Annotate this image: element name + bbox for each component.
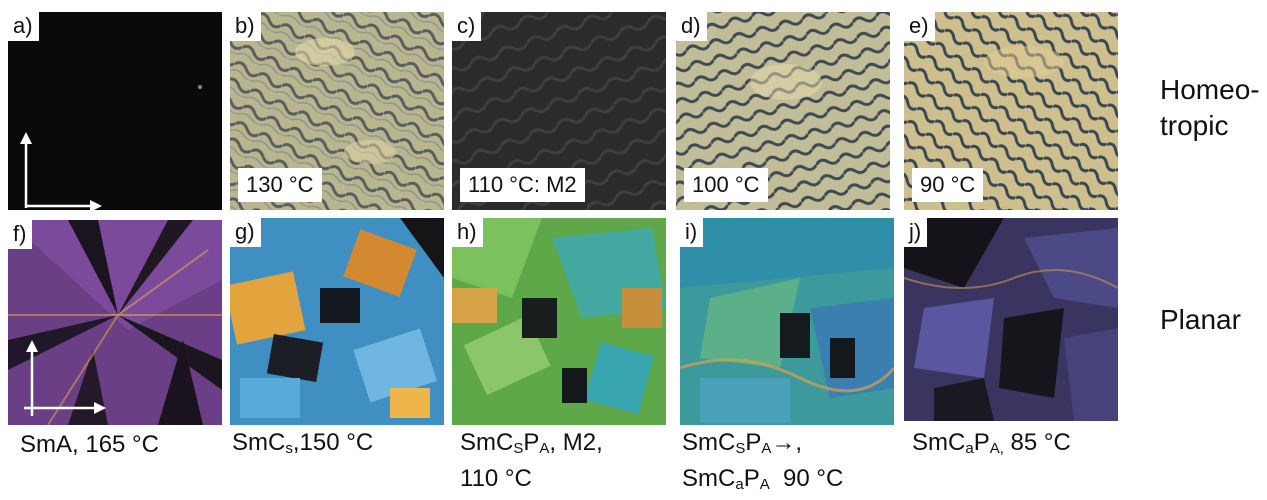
caption-i: SmCSPA→, SmCaPA 90 °C — [682, 428, 843, 500]
caption-f: SmA, 165 °C — [20, 430, 159, 460]
panel-tag: f) — [8, 220, 33, 249]
panel-tag: i) — [680, 218, 704, 247]
caption-j: SmCaPA, 85 °C — [912, 428, 1071, 464]
texture-image-a — [8, 12, 222, 210]
caption-part: SmC — [682, 465, 736, 492]
caption-part: SmC — [682, 429, 736, 456]
texture-image-j — [904, 218, 1118, 421]
panel-tag: g) — [230, 218, 261, 247]
texture-image-g — [230, 218, 444, 425]
caption-subscript: A — [761, 440, 772, 457]
caption-part: →, — [771, 429, 803, 456]
caption-part: P — [743, 465, 760, 492]
caption-line2: 110 °C — [460, 465, 532, 492]
texture-image-h — [452, 218, 666, 425]
texture-image-i — [680, 218, 894, 425]
panel-tag: c) — [452, 12, 482, 41]
panel-tag: b) — [230, 12, 261, 41]
caption-text: SmA, 165 °C — [20, 431, 159, 458]
caption-subscript: A — [539, 440, 550, 457]
panel-tag: e) — [904, 12, 935, 41]
texture-image-e — [904, 12, 1118, 210]
caption-part: P — [745, 429, 762, 456]
row-label-line: Homeo- — [1160, 74, 1260, 105]
caption-subscript: a — [965, 440, 974, 457]
caption-part: 85 °C — [1003, 429, 1071, 456]
panel-b: b) 130 °C — [230, 12, 444, 210]
panel-h: h) — [452, 218, 666, 425]
panel-a: a) — [8, 12, 222, 210]
panel-tag: h) — [452, 218, 483, 247]
panel-tag: j) — [904, 218, 928, 247]
panel-i: i) — [680, 218, 894, 425]
caption-part: P — [523, 429, 540, 456]
panel-tag: a) — [8, 12, 39, 41]
caption-subscript: S — [735, 440, 746, 457]
caption-part: P — [973, 429, 990, 456]
panel-e: e) 90 °C — [904, 12, 1118, 210]
caption-subscript: A, — [989, 440, 1004, 457]
caption-g: SmCs,150 °C — [232, 428, 373, 464]
caption-part: SmC — [912, 429, 966, 456]
caption-part: 90 °C — [769, 465, 844, 492]
row-label-planar: Planar — [1160, 304, 1241, 335]
temperature-label: 130 °C — [238, 168, 322, 202]
caption-subscript: S — [513, 440, 524, 457]
caption-part: SmC — [232, 429, 286, 456]
panel-c: c) 110 °C: M2 — [452, 12, 666, 210]
temperature-label: 90 °C — [912, 168, 984, 202]
texture-image-f — [8, 220, 222, 425]
panel-j: j) — [904, 218, 1118, 421]
temperature-label: 100 °C — [684, 168, 768, 202]
caption-part: , M2, — [549, 429, 603, 456]
caption-part: ,150 °C — [292, 429, 374, 456]
panel-d: d) 100 °C — [676, 12, 890, 210]
panel-g: g) — [230, 218, 444, 425]
panel-f: f) — [8, 220, 222, 425]
panel-tag: d) — [676, 12, 707, 41]
caption-subscript: s — [285, 440, 293, 457]
caption-h: SmCSPA, M2, 110 °C — [460, 428, 603, 494]
row-label-line: tropic — [1160, 110, 1229, 141]
row-label-homeotropic: Homeo- tropic — [1160, 72, 1260, 144]
temperature-label: 110 °C: M2 — [460, 168, 585, 202]
caption-part: SmC — [460, 429, 514, 456]
